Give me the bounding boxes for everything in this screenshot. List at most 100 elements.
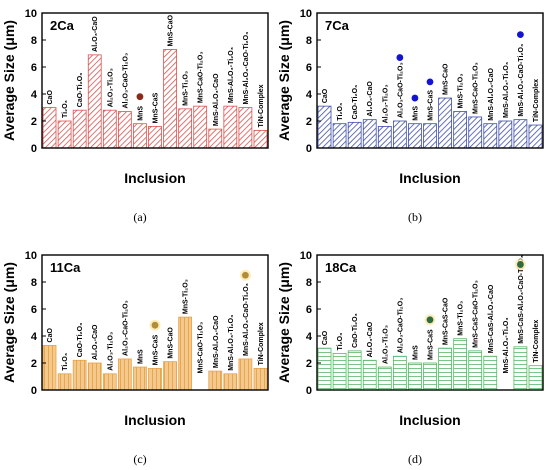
plot-frame (41, 12, 269, 149)
category-label: MnS-CaO (168, 327, 175, 359)
bar-7 (408, 362, 422, 391)
bar-2 (57, 373, 72, 391)
category-label: CaO-Ti₂O₃ (352, 85, 359, 120)
marker-point (242, 271, 249, 279)
y-axis-label: Average Size (μm) (276, 262, 292, 383)
category-label: MnS-Al₂O₃-CaO (488, 68, 495, 121)
bar-14 (513, 346, 528, 391)
bar-6 (392, 355, 407, 391)
category-label: MnS-CaO (443, 63, 450, 95)
chart-panel-4: CaO Ti₂O₃ CaO-Ti₂O₃ Al₂O₃-CaO Al₂O₃-Ti₂O₃ Al₂… (276, 250, 544, 466)
x-axis-label: Inclusion (124, 412, 185, 428)
category-label: MnS-Ti₂O₃ (183, 71, 190, 106)
y-tick-label: 8 (31, 277, 37, 289)
category-label: MnS-Al₂O₃-CaO-Ti₂O₃ (243, 32, 250, 105)
bar-13 (223, 373, 238, 391)
category-label: Ti₂O₃ (62, 100, 69, 118)
category-label: Al₂O₃-Ti₂O₃ (382, 84, 389, 123)
y-tick-label: 0 (31, 143, 37, 155)
bar-8 (423, 362, 437, 391)
bar-2 (57, 120, 72, 149)
y-tick-label: 8 (31, 35, 37, 47)
category-label: Al₂O₃-CaO-Ti₂O₃ (397, 298, 404, 354)
y-tick-label: 4 (31, 331, 38, 343)
bar-4 (362, 359, 377, 391)
category-label: CaO-Ti₂O₃ (352, 313, 359, 348)
y-tick-label: 2 (31, 358, 37, 370)
bar-4 (87, 54, 102, 149)
bar-5 (102, 373, 117, 391)
bar-5 (377, 126, 392, 149)
category-label: Al₂O₃-CaO-Ti₂O₃ (122, 300, 129, 356)
bar-3 (347, 121, 362, 149)
category-label: MnS (137, 106, 144, 121)
x-axis-label: Inclusion (399, 170, 460, 186)
panel-letter: (c) (133, 452, 146, 466)
bar-9 (438, 97, 452, 149)
y-axis-label: Average Size (μm) (276, 20, 292, 141)
bar-7 (408, 123, 422, 149)
y-tick-label: 6 (31, 304, 37, 316)
bar-14 (238, 107, 253, 149)
y-axis-label: Average Size (μm) (1, 20, 17, 141)
category-label: MnS-CaS (428, 329, 435, 360)
marker-point (517, 31, 524, 38)
category-label: MnS-CaS-Al₂O₃-CaO (488, 284, 495, 353)
chart-panel-3: CaO Ti₂O₃ CaO-Ti₂O₃ Al₂O₃-CaO Al₂O₃-Ti₂O₃ Al₂… (1, 250, 269, 466)
category-label: MnS-Al₂O₃-Ti₂O₃ (503, 62, 510, 118)
bar-12 (208, 370, 223, 391)
y-axis-label: Average Size (μm) (1, 262, 17, 383)
y-tick-label: 4 (31, 89, 38, 101)
category-label: MnS-Al₂O₃-CaO (213, 73, 220, 126)
panel-title: 7Ca (325, 18, 350, 33)
marker-point (517, 261, 524, 268)
category-label: Al₂O₃-CaO (367, 81, 374, 117)
marker-point (151, 321, 159, 329)
bar-9 (438, 347, 452, 391)
chart-panel-1: CaO Ti₂O₃ CaO-Ti₂O₃ Al₂O₃-CaO Al₂O₃-Ti₂O₃ Al₂… (1, 8, 269, 224)
bar-15 (528, 365, 543, 391)
bar-6 (117, 111, 132, 149)
category-label: MnS-CaO (168, 14, 175, 46)
category-label: MnS-CaS-CaO (443, 297, 450, 345)
bar-4 (362, 119, 377, 149)
category-label: Ti₂O₃ (337, 333, 344, 351)
bar-9 (163, 361, 177, 391)
bar-14 (238, 358, 253, 391)
panel-letter: (a) (133, 210, 146, 224)
bar-15 (528, 124, 543, 149)
category-label: CaO (47, 90, 54, 105)
x-axis-label: Inclusion (124, 170, 185, 186)
bar-11 (193, 105, 208, 149)
bar-7 (133, 123, 147, 149)
bar-10 (178, 316, 193, 391)
y-tick-label: 10 (25, 8, 37, 20)
plot-frame (316, 12, 544, 149)
category-label: CaO-Ti₂O₃ (77, 73, 84, 108)
category-label: MnS-Ti₂O₃ (183, 279, 190, 314)
y-tick-label: 8 (306, 35, 312, 47)
category-label: Al₂O₃-CaO (92, 324, 99, 360)
y-tick-label: 6 (31, 62, 37, 74)
panel-letter: (d) (408, 452, 422, 466)
y-tick-label: 2 (31, 116, 37, 128)
category-label: MnS-Al₂O₃-CaO-Ti₂O₃ (243, 283, 250, 356)
bar-8 (423, 123, 437, 149)
category-label: MnS-CaS (153, 334, 160, 365)
bar-1 (317, 347, 332, 391)
y-tick-label: 0 (306, 385, 312, 397)
category-label: MnS-CaS-Al₂O₃-CaO-Ti₂O₃ (518, 255, 525, 344)
bar-2 (332, 353, 347, 391)
category-label: TiN-Complex (533, 79, 540, 122)
bar-13 (498, 120, 513, 149)
bar-11 (468, 116, 483, 149)
panel-title: 11Ca (50, 260, 81, 275)
category-label: Ti₂O₃ (337, 103, 344, 121)
bar-13 (223, 105, 238, 149)
category-label: MnS-Ti₂O₃ (458, 74, 465, 109)
category-label: CaO (47, 328, 54, 343)
category-label: MnS (137, 349, 144, 364)
bar-12 (483, 123, 498, 149)
bar-9 (163, 49, 177, 149)
